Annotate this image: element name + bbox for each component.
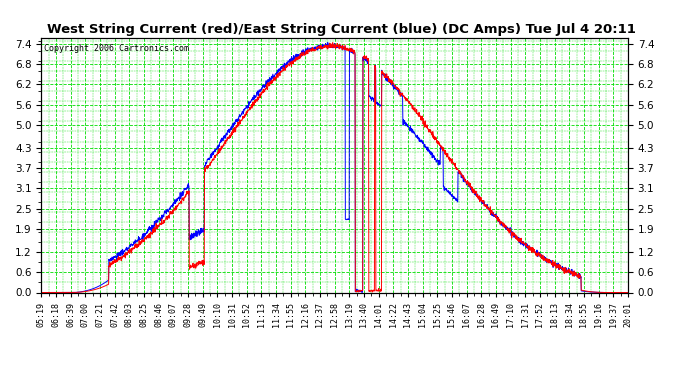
Text: Copyright 2006 Cartronics.com: Copyright 2006 Cartronics.com: [44, 44, 189, 53]
Text: West String Current (red)/East String Current (blue) (DC Amps) Tue Jul 4 20:11: West String Current (red)/East String Cu…: [47, 23, 636, 36]
